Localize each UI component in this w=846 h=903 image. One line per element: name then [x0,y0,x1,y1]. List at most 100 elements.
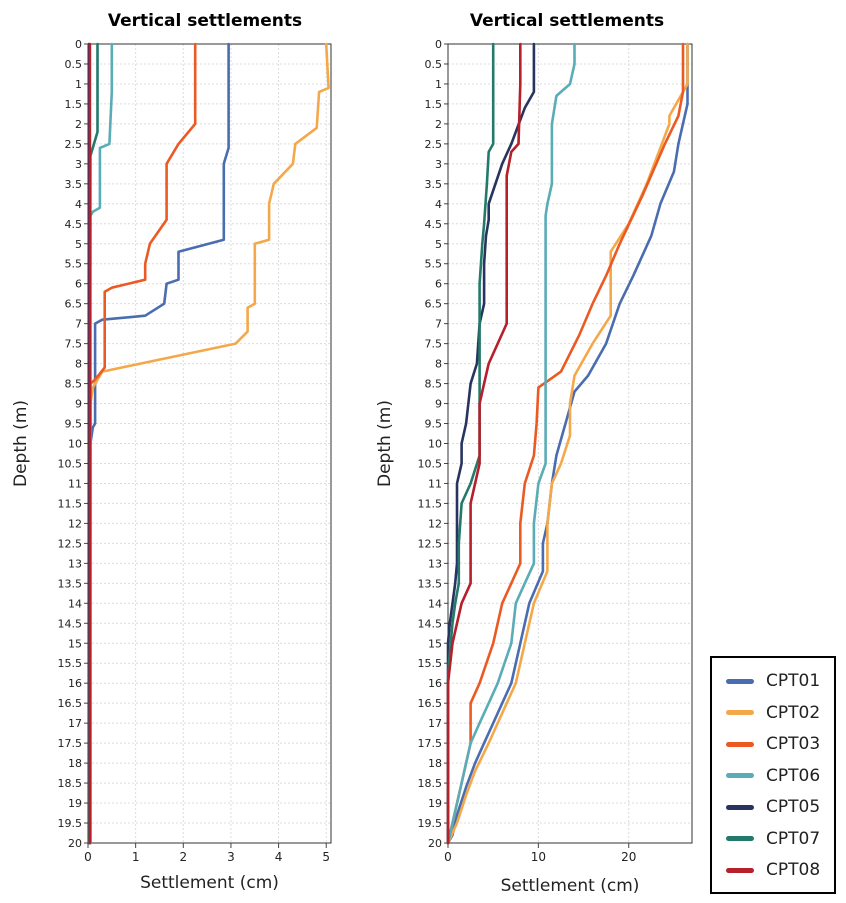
chart-2-ytick-label: 19.5 [418,817,443,830]
chart-1-ytick-label: 13 [68,557,82,570]
chart-2-ytick-label: 1 [435,78,442,91]
legend-item-cpt06: CPT06 [726,763,820,789]
chart-1-ytick-label: 6.5 [65,298,83,311]
chart-1-ytick-label: 11.5 [58,497,83,510]
chart-2-xtick-label: 20 [621,850,636,864]
legend-swatch [726,678,754,684]
chart-1-xtick-label: 3 [227,850,235,864]
legend-item-cpt07: CPT07 [726,826,820,852]
chart-1-ytick-label: 3.5 [65,178,83,191]
chart-1-title: Vertical settlements [108,11,302,31]
chart-1-ytick-label: 15.5 [58,657,83,670]
chart-2-ytick-label: 15.5 [418,657,443,670]
chart-1-ytick-label: 10.5 [58,457,83,470]
chart-2-ytick-label: 14 [428,597,442,610]
chart-1-ytick-label: 10 [68,438,82,451]
chart-1-ytick-label: 9 [75,398,82,411]
legend-swatch [726,836,754,841]
chart-2-ytick-label: 4.5 [425,218,443,231]
legend-swatch [726,773,754,778]
legend-swatch [726,867,754,873]
chart-1-xtick-label: 5 [322,850,330,864]
chart-1-xtick-label: 1 [132,850,140,864]
chart-2-ytick-label: 16.5 [418,697,443,710]
chart-2-ytick-label: 11 [428,477,442,490]
chart-1-ytick-label: 4.5 [65,218,83,231]
chart-1-ytick-label: 14.5 [58,617,83,630]
chart-2-ytick-label: 7.5 [425,338,443,351]
chart-1-ytick-label: 16 [68,677,82,690]
chart-2-ytick-label: 17.5 [418,737,443,750]
chart-2-series-line-cpt06 [446,42,576,845]
chart-2-y-axis-label: Depth (m) [375,400,395,487]
chart-1-ytick-label: 2 [75,118,82,131]
chart-1-xtick-label: 0 [84,850,92,864]
legend-label: CPT06 [766,765,821,786]
chart-2-ytick-label: 8.5 [425,378,443,391]
chart-1-ytick-label: 9.5 [65,418,83,431]
legend-item-cpt08: CPT08 [726,857,820,883]
chart-1-ytick-label: 15 [68,637,82,650]
chart-1-ytick-label: 0 [75,38,82,51]
chart-2-ytick-label: 15 [428,637,442,650]
chart-2-series-line-cpt02 [446,42,689,845]
chart-1-series-line-cpt01 [89,42,230,845]
chart-1-ytick-label: 7.5 [65,338,83,351]
chart-2-ytick-label: 6 [435,278,442,291]
chart-2-ytick-label: 3.5 [425,178,443,191]
legend-label: CPT08 [766,860,821,880]
chart-2-ytick-label: 4 [435,198,442,211]
chart-2-series-line-cpt07 [446,42,495,845]
chart-2-ytick-label: 0.5 [425,58,443,71]
legend-label: CPT03 [766,734,821,754]
chart-2-ytick-label: 2.5 [425,138,443,151]
chart-2-series-line-cpt05 [446,42,536,845]
chart-1-ytick-label: 6 [75,278,82,291]
chart-2-ytick-label: 6.5 [425,298,443,311]
legend-label: CPT02 [766,702,821,723]
chart-1-ytick-label: 5.5 [65,258,83,271]
chart-2-ytick-label: 9.5 [425,418,443,431]
chart-2-ytick-label: 9 [435,398,442,411]
chart-1-ytick-label: 12 [68,517,82,530]
chart-1-ytick-label: 1 [75,78,82,91]
legend-swatch [726,804,754,810]
chart-2-ytick-label: 19 [428,797,442,810]
chart-1-ytick-label: 17 [68,717,82,730]
chart-2-ytick-label: 3 [435,158,442,171]
chart-1-xtick-label: 2 [179,850,187,864]
chart-2-ytick-label: 13 [428,557,442,570]
chart-2-ytick-label: 18.5 [418,777,443,790]
chart-2-ytick-label: 14.5 [418,617,443,630]
chart-1-xtick-label: 4 [275,850,283,864]
chart-1-ytick-label: 19 [68,797,82,810]
chart-2-ytick-label: 17 [428,717,442,730]
chart-1-ytick-label: 19.5 [58,817,83,830]
chart-1-ytick-label: 11 [68,477,82,490]
chart-2-ytick-label: 5 [435,238,442,251]
chart-2-ytick-label: 12 [428,517,442,530]
chart-2-ytick-label: 8 [435,358,442,371]
chart-1-ytick-label: 8 [75,358,82,371]
chart-2-ytick-label: 18 [428,757,442,770]
chart-1-ytick-label: 14 [68,597,82,610]
chart-2-ytick-label: 13.5 [418,577,443,590]
legend-label: CPT05 [766,797,821,817]
chart-2-ytick-label: 10.5 [418,457,443,470]
chart-2-ytick-label: 1.5 [425,98,443,111]
legend-label: CPT01 [766,671,821,691]
chart-1-ytick-label: 3 [75,158,82,171]
legend-item-cpt01: CPT01 [726,668,820,694]
chart-1-ytick-label: 18 [68,757,82,770]
chart-2-ytick-label: 7 [435,318,442,331]
chart-1-y-axis-label: Depth (m) [11,400,31,487]
chart-1-ytick-label: 0.5 [65,58,83,71]
chart-2-plot-frame [447,43,693,844]
chart-2-ytick-label: 11.5 [418,497,443,510]
chart-1-series-line-cpt03 [89,42,197,845]
chart-2-ytick-label: 10 [428,438,442,451]
chart-2-ytick-label: 5.5 [425,258,443,271]
chart-1-ytick-label: 20 [68,837,82,850]
chart-1-series-line-cpt02 [88,42,330,845]
